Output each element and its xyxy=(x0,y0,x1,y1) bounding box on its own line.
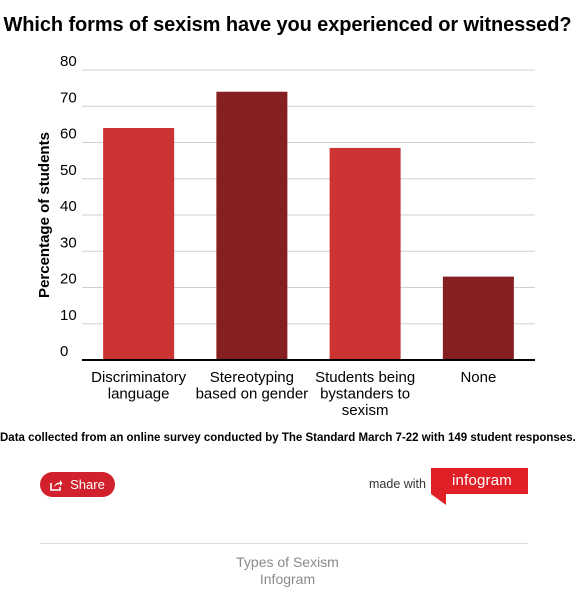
data-source-note: Data collected from an online survey con… xyxy=(0,432,575,444)
y-tick-label: 0 xyxy=(60,343,68,360)
share-icon xyxy=(50,479,63,491)
x-category-label: Stereotyping xyxy=(210,369,294,386)
y-tick-label: 60 xyxy=(60,126,77,143)
x-category-label: bystanders to xyxy=(320,386,410,403)
bar xyxy=(329,147,401,360)
y-tick-label: 50 xyxy=(60,162,77,179)
bar xyxy=(216,91,288,360)
made-with-text: made with xyxy=(369,477,426,491)
bar xyxy=(442,276,514,360)
y-axis-title: Percentage of students xyxy=(36,132,53,298)
y-tick-label: 40 xyxy=(60,198,77,215)
x-category-label: sexism xyxy=(342,402,389,419)
share-button[interactable]: Share xyxy=(40,472,115,497)
x-category-label: Students being xyxy=(315,369,415,386)
infogram-logo[interactable]: infogram xyxy=(416,468,528,508)
footer-subtitle: Infogram xyxy=(259,571,316,587)
x-category-label: language xyxy=(108,386,170,403)
x-category-label: None xyxy=(460,369,496,386)
y-tick-label: 70 xyxy=(60,89,77,106)
y-tick-label: 30 xyxy=(60,234,77,251)
footer-title[interactable]: Types of Sexism xyxy=(236,554,339,570)
x-category-label: Discriminatory xyxy=(91,369,187,386)
chart-title: Which forms of sexism have you experienc… xyxy=(3,14,572,36)
bar-chart: 0 10 20 30 40 50 60 70 80 Percentage of students D… xyxy=(36,53,535,419)
x-category-label: based on gender xyxy=(196,386,309,403)
infogram-logo-shape xyxy=(431,468,528,505)
bar xyxy=(103,128,175,360)
infogram-logo-text: infogram xyxy=(452,472,512,489)
y-tick-label: 10 xyxy=(60,307,77,324)
y-tick-label: 80 xyxy=(60,53,77,70)
y-tick-label: 20 xyxy=(60,271,77,288)
footer-divider xyxy=(40,543,528,544)
share-label: Share xyxy=(70,477,105,492)
